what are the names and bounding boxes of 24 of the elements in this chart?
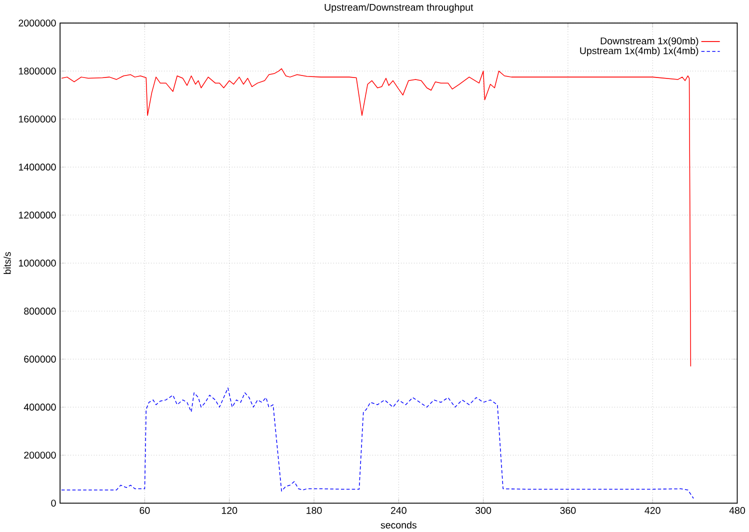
- y-tick-label: 2000000: [18, 20, 56, 26]
- x-axis-title: seconds: [380, 521, 416, 528]
- y-tick-label: 800000: [24, 308, 56, 315]
- y-axis-title: bits/s: [4, 252, 11, 274]
- x-tick-label: 60: [140, 506, 150, 514]
- y-tick-label: 1800000: [18, 68, 56, 74]
- y-tick-label: 1400000: [18, 164, 56, 170]
- x-tick-label: 180: [306, 506, 322, 514]
- y-tick-label: 200000: [24, 452, 56, 459]
- x-tick-label: 480: [729, 506, 746, 514]
- x-tick-label: 420: [644, 506, 660, 514]
- x-tick-label: 360: [560, 506, 576, 514]
- y-tick-label: 400000: [24, 404, 56, 411]
- chart-title: Upstream/Downstream throughput: [324, 4, 474, 13]
- y-tick-label: 1600000: [18, 116, 56, 122]
- x-tick-label: 120: [222, 506, 238, 514]
- legend-label: Downstream 1x(90mb): [600, 37, 698, 46]
- x-tick-label: 240: [391, 506, 406, 514]
- y-tick-label: 0: [51, 500, 56, 507]
- y-tick-label: 1000000: [18, 260, 56, 267]
- y-tick-label: 1200000: [18, 212, 56, 218]
- y-tick-label: 600000: [24, 356, 56, 363]
- legend-label: Upstream 1x(4mb) 1x(4mb): [580, 46, 698, 56]
- x-tick-label: 300: [476, 506, 492, 514]
